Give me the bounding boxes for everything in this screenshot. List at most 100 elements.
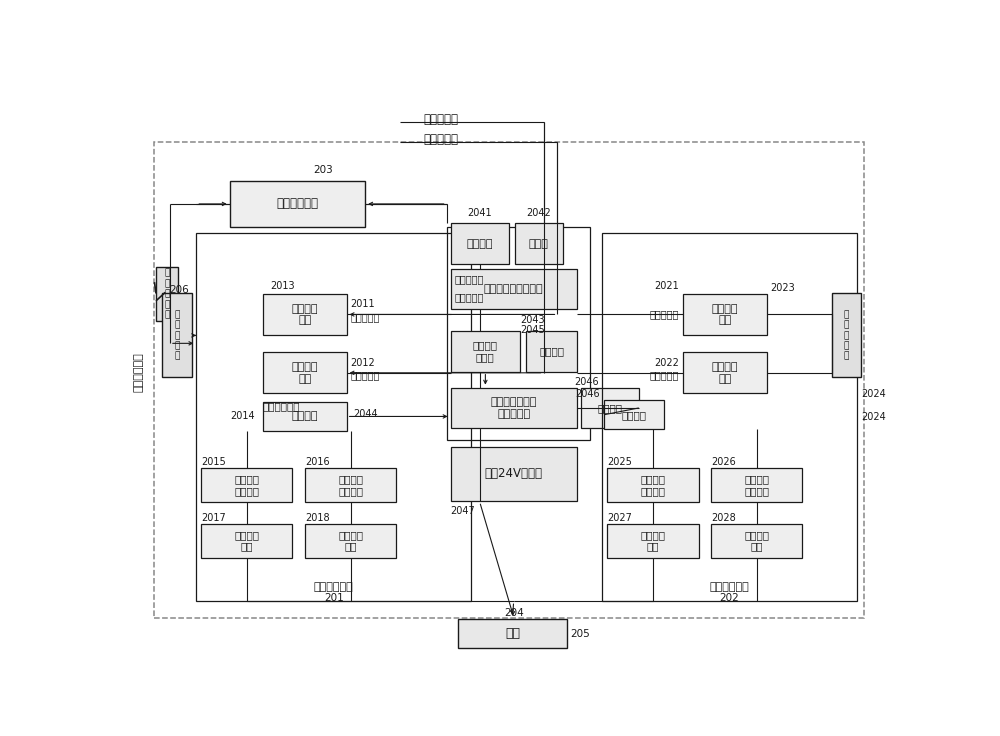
Text: 203: 203	[313, 166, 333, 175]
Bar	[263, 294, 347, 335]
Text: 201: 201	[324, 593, 344, 604]
Text: 第一交流
母排: 第一交流 母排	[234, 530, 259, 551]
Bar	[450, 388, 577, 428]
Text: 第四电操
装置: 第四电操 装置	[712, 362, 738, 383]
Text: 第一交流
模块并联: 第一交流 模块并联	[234, 474, 259, 496]
Text: 采集模块: 采集模块	[622, 410, 647, 420]
Text: 2046: 2046	[575, 389, 600, 400]
Text: 一路电进线: 一路电进线	[351, 312, 380, 322]
Text: 第一直流
模块并联: 第一直流 模块并联	[338, 474, 363, 496]
Text: 第三电操
装置: 第三电操 装置	[712, 304, 738, 325]
Text: 2014: 2014	[231, 411, 255, 422]
Text: 二路电进线: 二路电进线	[351, 371, 380, 381]
Text: 2025: 2025	[607, 457, 632, 467]
Text: 二路电进线: 二路电进线	[423, 113, 458, 126]
Text: 第一监控单元: 第一监控单元	[314, 582, 354, 592]
Text: 2027: 2027	[607, 513, 632, 523]
Bar	[711, 523, 802, 558]
Text: 2013: 2013	[271, 280, 295, 291]
Bar	[683, 353, 767, 393]
Text: 2047: 2047	[450, 506, 475, 516]
Bar	[526, 331, 577, 372]
Text: 一路电进线: 一路电进线	[650, 309, 679, 319]
Bar	[154, 142, 864, 618]
Text: 2045: 2045	[520, 325, 545, 335]
Text: 2044: 2044	[354, 409, 378, 420]
Text: 给
模
块
供
电: 给 模 块 供 电	[174, 310, 180, 361]
Bar	[450, 447, 577, 501]
Text: 输出隔离
变压器: 输出隔离 变压器	[473, 341, 498, 362]
Bar	[607, 468, 698, 502]
Text: 采集模块: 采集模块	[597, 403, 622, 413]
Bar	[683, 294, 767, 335]
Text: 采集模块: 采集模块	[539, 346, 564, 356]
Text: 微机监测中心: 微机监测中心	[276, 197, 318, 210]
Bar	[305, 523, 396, 558]
Text: 指示灯: 指示灯	[529, 238, 549, 249]
Text: 2046: 2046	[574, 377, 599, 387]
Text: 第二监控单元: 第二监控单元	[710, 582, 749, 592]
Text: 2015: 2015	[201, 457, 226, 467]
Bar	[450, 331, 520, 372]
Text: 2017: 2017	[201, 513, 226, 523]
Bar	[201, 523, 292, 558]
Text: 一路电进线: 一路电进线	[454, 275, 484, 284]
Bar	[450, 223, 509, 264]
Bar	[447, 227, 590, 439]
Text: 2012: 2012	[351, 358, 375, 367]
Text: 2021: 2021	[654, 280, 679, 291]
Text: 204: 204	[504, 607, 524, 618]
Text: 2016: 2016	[305, 457, 329, 467]
Text: 负载: 负载	[505, 627, 520, 640]
Text: 2022: 2022	[654, 358, 679, 367]
Text: 第一直流
母排: 第一直流 母排	[338, 530, 363, 551]
Text: 2018: 2018	[305, 513, 329, 523]
Bar	[450, 269, 577, 309]
Text: 第二交流
模块并联: 第二交流 模块并联	[640, 474, 665, 496]
Text: 202: 202	[720, 593, 739, 604]
Text: 两屏交流母排: 两屏交流母排	[263, 400, 300, 411]
Text: 2043: 2043	[520, 314, 545, 325]
Bar	[230, 181, 365, 227]
Bar	[711, 468, 802, 502]
Text: 2023: 2023	[771, 283, 795, 294]
Text: 2024: 2024	[861, 412, 886, 422]
Text: 二路电进线: 二路电进线	[454, 292, 484, 302]
Bar	[581, 388, 639, 428]
Text: 交直流模块并联
输出端子排: 交直流模块并联 输出端子排	[490, 397, 537, 419]
Text: 2026: 2026	[711, 457, 736, 467]
Text: 分线单元: 分线单元	[466, 238, 493, 249]
Text: 第二直流
模块并联: 第二直流 模块并联	[744, 474, 769, 496]
Text: 第一电操
装置: 第一电操 装置	[292, 304, 318, 325]
Bar	[156, 267, 178, 321]
Bar	[201, 468, 292, 502]
Bar	[305, 468, 396, 502]
Text: 给
模
块
供
电: 给 模 块 供 电	[844, 310, 849, 361]
Text: 206: 206	[169, 285, 189, 294]
Text: 一路电进线: 一路电进线	[423, 132, 458, 146]
Text: 二路电进线: 二路电进线	[650, 371, 679, 381]
Bar	[162, 294, 192, 378]
Text: 2024: 2024	[861, 389, 886, 400]
Text: 2042: 2042	[526, 208, 551, 218]
Text: 第二直流
母排: 第二直流 母排	[744, 530, 769, 551]
Bar	[458, 619, 567, 648]
Bar	[196, 233, 471, 601]
Text: 第二电操
装置: 第二电操 装置	[292, 362, 318, 383]
Text: 2011: 2011	[351, 300, 375, 309]
Text: 2028: 2028	[711, 513, 736, 523]
Bar	[263, 353, 347, 393]
Text: 采集模块: 采集模块	[292, 411, 318, 422]
Bar	[515, 223, 563, 264]
Text: 干接点输出控制单元: 干接点输出控制单元	[484, 284, 543, 294]
Bar	[602, 233, 857, 601]
Bar	[607, 523, 698, 558]
Text: 2041: 2041	[467, 208, 492, 218]
Text: 第二监控单元: 第二监控单元	[134, 352, 144, 392]
Bar	[604, 400, 664, 430]
Text: 屏内24V蓄电池: 屏内24V蓄电池	[485, 467, 543, 481]
Text: 205: 205	[571, 629, 590, 639]
Text: 给
模
块
供
电: 给 模 块 供 电	[164, 269, 170, 319]
Bar	[832, 294, 861, 378]
Text: 第二交流
母排: 第二交流 母排	[640, 530, 665, 551]
